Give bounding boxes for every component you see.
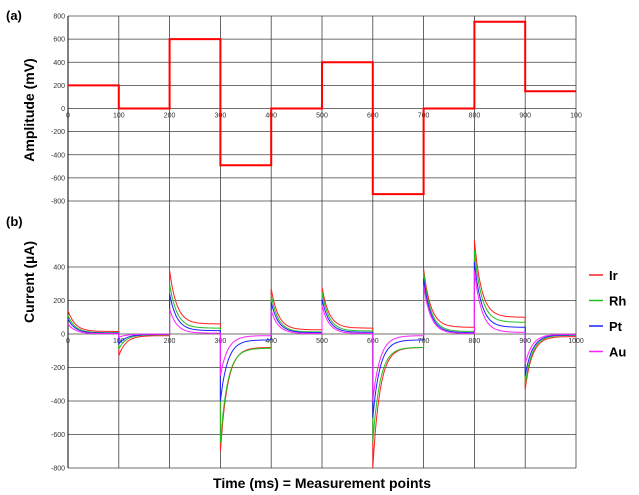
current-y-tick-label: 200 [53,298,65,305]
x-axis-title: Time (ms) = Measurement points [213,475,431,491]
legend-label-rh: Rh [609,294,626,309]
current-y-tick-label: -600 [51,432,65,439]
amplitude-step-line [68,20,576,196]
current-x-tick-label: 1000 [568,338,584,345]
amplitude-y-tick-label: -800 [51,199,65,206]
amplitude-y-tick-label: 200 [53,83,65,90]
amplitude-y-axis-title: Amplitude (mV) [21,58,37,161]
current-x-tick-label: 800 [469,338,481,345]
current-x-tick-label: 0 [66,338,70,345]
amplitude-x-tick-label: 500 [316,113,328,120]
current-x-tick-label: 500 [316,338,328,345]
legend-label-ir: Ir [609,268,618,283]
amplitude-x-tick-label: 200 [164,113,176,120]
amplitude-y-tick-label: 400 [53,60,65,67]
amplitude-x-tick-label: 0 [66,113,70,120]
current-y-tick-label: -800 [51,466,65,473]
current-y-axis-title: Current (µA) [21,241,37,323]
amplitude-y-tick-label: 800 [53,14,65,21]
amplitude-x-tick-label: 100 [113,113,125,120]
amplitude-x-tick-label: 100 [570,113,582,120]
amplitude-y-tick-label: -200 [51,129,65,136]
amplitude-x-tick-label: 900 [519,113,531,120]
current-y-tick-label: -200 [51,365,65,372]
panel-a-label: (a) [6,8,22,23]
amplitude-y-tick-label: -600 [51,175,65,182]
legend: Ir Rh Pt Au [589,268,626,360]
legend-label-au: Au [609,345,626,360]
current-y-tick-label: 400 [53,265,65,272]
current-x-tick-label: 200 [164,338,176,345]
legend-label-pt: Pt [609,319,623,334]
panel-b-label: (b) [6,214,23,229]
amplitude-y-tick-label: 0 [61,106,65,113]
current-series-au [67,270,576,402]
current-y-tick-label: -400 [51,399,65,406]
amplitude-y-tick-label: 600 [53,37,65,44]
amplitude-x-tick-label: 800 [469,113,481,120]
amplitude-y-tick-label: -400 [51,152,65,159]
current-y-tick-label: 0 [61,332,65,339]
